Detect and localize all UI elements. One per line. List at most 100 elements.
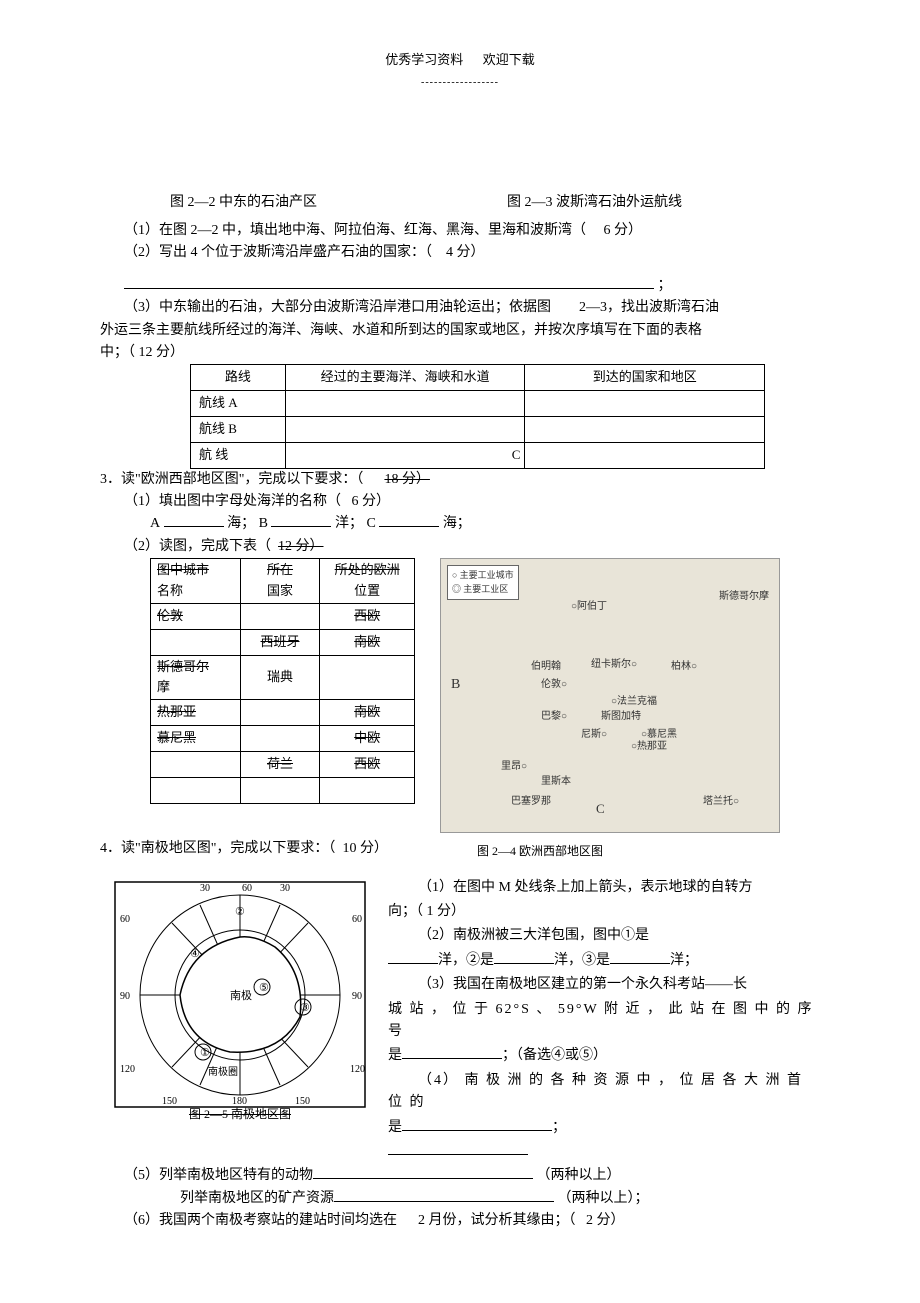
- q2-2-blank: ；: [100, 275, 820, 297]
- circle-label: 南极圈: [208, 1065, 238, 1078]
- q4-5b: 列举南极地区的矿产资源 （两种以上）；: [100, 1188, 820, 1210]
- table-row: 航线 B: [191, 416, 765, 442]
- q3-1: （1）填出图中字母处海洋的名称（ 6 分）: [100, 491, 820, 513]
- svg-text:30: 30: [280, 883, 290, 894]
- q2-2: （2）写出 4 个位于波斯湾沿岸盛产石油的国家：（ 4 分）: [100, 242, 820, 264]
- lbl-newcastle: 纽卡斯尔○: [591, 657, 637, 673]
- city-genoa: 热那亚: [151, 700, 241, 726]
- q4-lead-t: 4．读"南极地区图"，完成以下要求：（: [100, 841, 335, 856]
- svg-text:30: 30: [200, 883, 210, 894]
- europe-map: ○ 主要工业城市 ◎ 主要工业区 ○阿伯丁 斯德哥尔摩 伯明翰 纽卡斯尔○ 柏林…: [440, 558, 780, 833]
- q4-4c: [388, 1141, 820, 1163]
- q2-1-text: （1）在图 2—2 中，填出地中海、阿拉伯海、红海、黑海、里海和波斯湾（: [124, 223, 586, 238]
- q4-4b: 是；: [388, 1117, 820, 1139]
- q4-5: （5）列举南极地区特有的动物 （两种以上）: [100, 1165, 820, 1187]
- q4-pts: 10 分）: [342, 841, 388, 856]
- table-row: 荷兰 西欧: [151, 752, 415, 778]
- table-row: 伦敦 西欧: [151, 603, 415, 629]
- svg-text:⑤: ⑤: [259, 982, 269, 994]
- lbl-taranto: 塔兰托○: [703, 794, 739, 810]
- pos-4: 南欧: [320, 700, 415, 726]
- country-nl: 荷兰: [240, 752, 320, 778]
- city-london: 伦敦: [151, 603, 241, 629]
- lbl-lyon: 里昂○: [501, 759, 527, 775]
- q4-3b: 城 站 ， 位 于 62°S 、 59°W 附 近 ， 此 站 在 图 中 的 …: [388, 999, 820, 1044]
- svg-text:150: 150: [162, 1096, 177, 1107]
- route-c: 航 线: [191, 442, 286, 468]
- country-spain: 西班牙: [240, 629, 320, 655]
- svg-text:④: ④: [190, 948, 200, 960]
- pos-2: 南欧: [320, 629, 415, 655]
- header-left: 优秀学习资料: [385, 52, 463, 67]
- lbl-frankfurt: ○法兰克福: [611, 694, 657, 710]
- q2-2-text: （2）写出 4 个位于波斯湾沿岸盛产石油的国家：（: [124, 245, 432, 260]
- lbl-birmingham: 伯明翰: [531, 659, 561, 675]
- header-right: 欢迎下载: [483, 52, 535, 67]
- table-row: 热那亚 南欧: [151, 700, 415, 726]
- lbl-nice: 尼斯○: [581, 727, 607, 743]
- q2-3: （3）中东输出的石油，大部分由波斯湾沿岸港口用油轮运出；依据图 2—3，找出波斯…: [100, 297, 820, 319]
- svg-text:③: ③: [300, 1002, 310, 1014]
- ocean-b: 洋；: [335, 516, 363, 531]
- q2-3c: 外运三条主要航线所经过的海洋、海峡、水道和所到达的国家或地区，并按次序填写在下面…: [100, 320, 820, 342]
- q3-1-t: （1）填出图中字母处海洋的名称（: [124, 494, 341, 509]
- q3-lead-t: 3．读"欧洲西部地区图"，完成以下要求：（: [100, 472, 363, 487]
- svg-text:60: 60: [242, 883, 252, 894]
- q4-6: （6）我国两个南极考察站的建站时间均选在 2 月份，试分析其缘由；（ 2 分）: [100, 1210, 820, 1232]
- map-legend: ○ 主要工业城市 ◎ 主要工业区: [447, 565, 519, 600]
- q4-1b: 向；（ 1 分）: [388, 901, 820, 923]
- q4-4: （4） 南 极 洲 的 各 种 资 源 中 ， 位 居 各 大 洲 首 位 的: [388, 1070, 820, 1115]
- lbl-berlin: 柏林○: [671, 659, 697, 675]
- route-b: 航线 B: [191, 416, 286, 442]
- lbl-c: C: [366, 516, 375, 531]
- legend-2: ◎ 主要工业区: [452, 582, 514, 596]
- svg-text:90: 90: [352, 991, 362, 1002]
- q2-3b: 2—3，找出波斯湾石油: [579, 300, 719, 315]
- q3-lead: 3．读"欧洲西部地区图"，完成以下要求：（ 18 分）: [100, 469, 820, 491]
- pole-label: 南极: [230, 988, 252, 1002]
- svg-text:②: ②: [235, 906, 245, 918]
- q4-2b: 洋，②是洋，③是洋；: [388, 950, 820, 972]
- q4-2: （2）南极洲被三大洋包围，图中①是: [388, 925, 820, 947]
- lbl-stockholm: 斯德哥尔摩: [719, 589, 769, 605]
- legend-1: ○ 主要工业城市: [452, 568, 514, 582]
- table-row: [151, 778, 415, 804]
- route-c-mark: C: [285, 442, 525, 468]
- svg-text:120: 120: [120, 1064, 135, 1075]
- th-pos: 所处的欧洲位置: [320, 559, 415, 604]
- lbl-a: A: [150, 516, 160, 531]
- table-row: 路线 经过的主要海洋、海峡和水道 到达的国家和地区: [191, 365, 765, 391]
- pos-6: 西欧: [320, 752, 415, 778]
- q3-pts: 18 分）: [384, 472, 430, 487]
- route-a: 航线 A: [191, 391, 286, 417]
- q2-3-pts: 12 分）: [139, 345, 185, 360]
- svg-text:60: 60: [352, 914, 362, 925]
- map-caption: 图 2—4 欧洲西部地区图: [440, 842, 640, 861]
- cities-table: 图中城市名称 所在国家 所处的欧洲位置 伦敦 西欧 西班牙 南欧 斯德哥尔摩 瑞…: [150, 558, 415, 804]
- fig-2-3-label: 图 2—3 波斯湾石油外运航线: [507, 192, 682, 214]
- q2-1: （1）在图 2—2 中，填出地中海、阿拉伯海、红海、黑海、里海和波斯湾（ 6 分…: [100, 220, 820, 242]
- header-dash: ------------------: [421, 77, 499, 88]
- routes-table: 路线 经过的主要海洋、海峡和水道 到达的国家和地区 航线 A 航线 B 航 线 …: [190, 364, 765, 468]
- city-munich: 慕尼黑: [151, 726, 241, 752]
- city-stockholm: 斯德哥尔摩: [151, 655, 241, 700]
- lbl-london: 伦敦○: [541, 677, 567, 693]
- q2-2-pts: 4 分）: [446, 245, 485, 260]
- svg-text:①: ①: [200, 1047, 210, 1059]
- q4-1: （1）在图中 M 处线条上加上箭头，表示地球的自转方: [388, 877, 820, 899]
- sea-c: 海；: [443, 516, 471, 531]
- th-dest: 到达的国家和地区: [525, 365, 765, 391]
- q4-3: （3）我国在南极地区建立的第一个永久科考站——长: [388, 974, 820, 996]
- sea-a: 海；: [227, 516, 255, 531]
- q2-3d: 中；（ 12 分）: [100, 342, 820, 364]
- lbl-lisbon: 里斯本: [541, 774, 571, 790]
- th-path: 经过的主要海洋、海峡和水道: [285, 365, 525, 391]
- th-country: 所在国家: [240, 559, 320, 604]
- figure-placeholder: [100, 102, 820, 192]
- q3-2: （2）读图，完成下表（ 12 分）: [100, 536, 820, 558]
- table-row: 航线 A: [191, 391, 765, 417]
- q3-2-pts: 12 分）: [278, 539, 324, 554]
- country-sweden: 瑞典: [240, 655, 320, 700]
- fig25-caption: 图 2—5 南极地区图: [189, 1107, 291, 1121]
- svg-text:150: 150: [295, 1096, 310, 1107]
